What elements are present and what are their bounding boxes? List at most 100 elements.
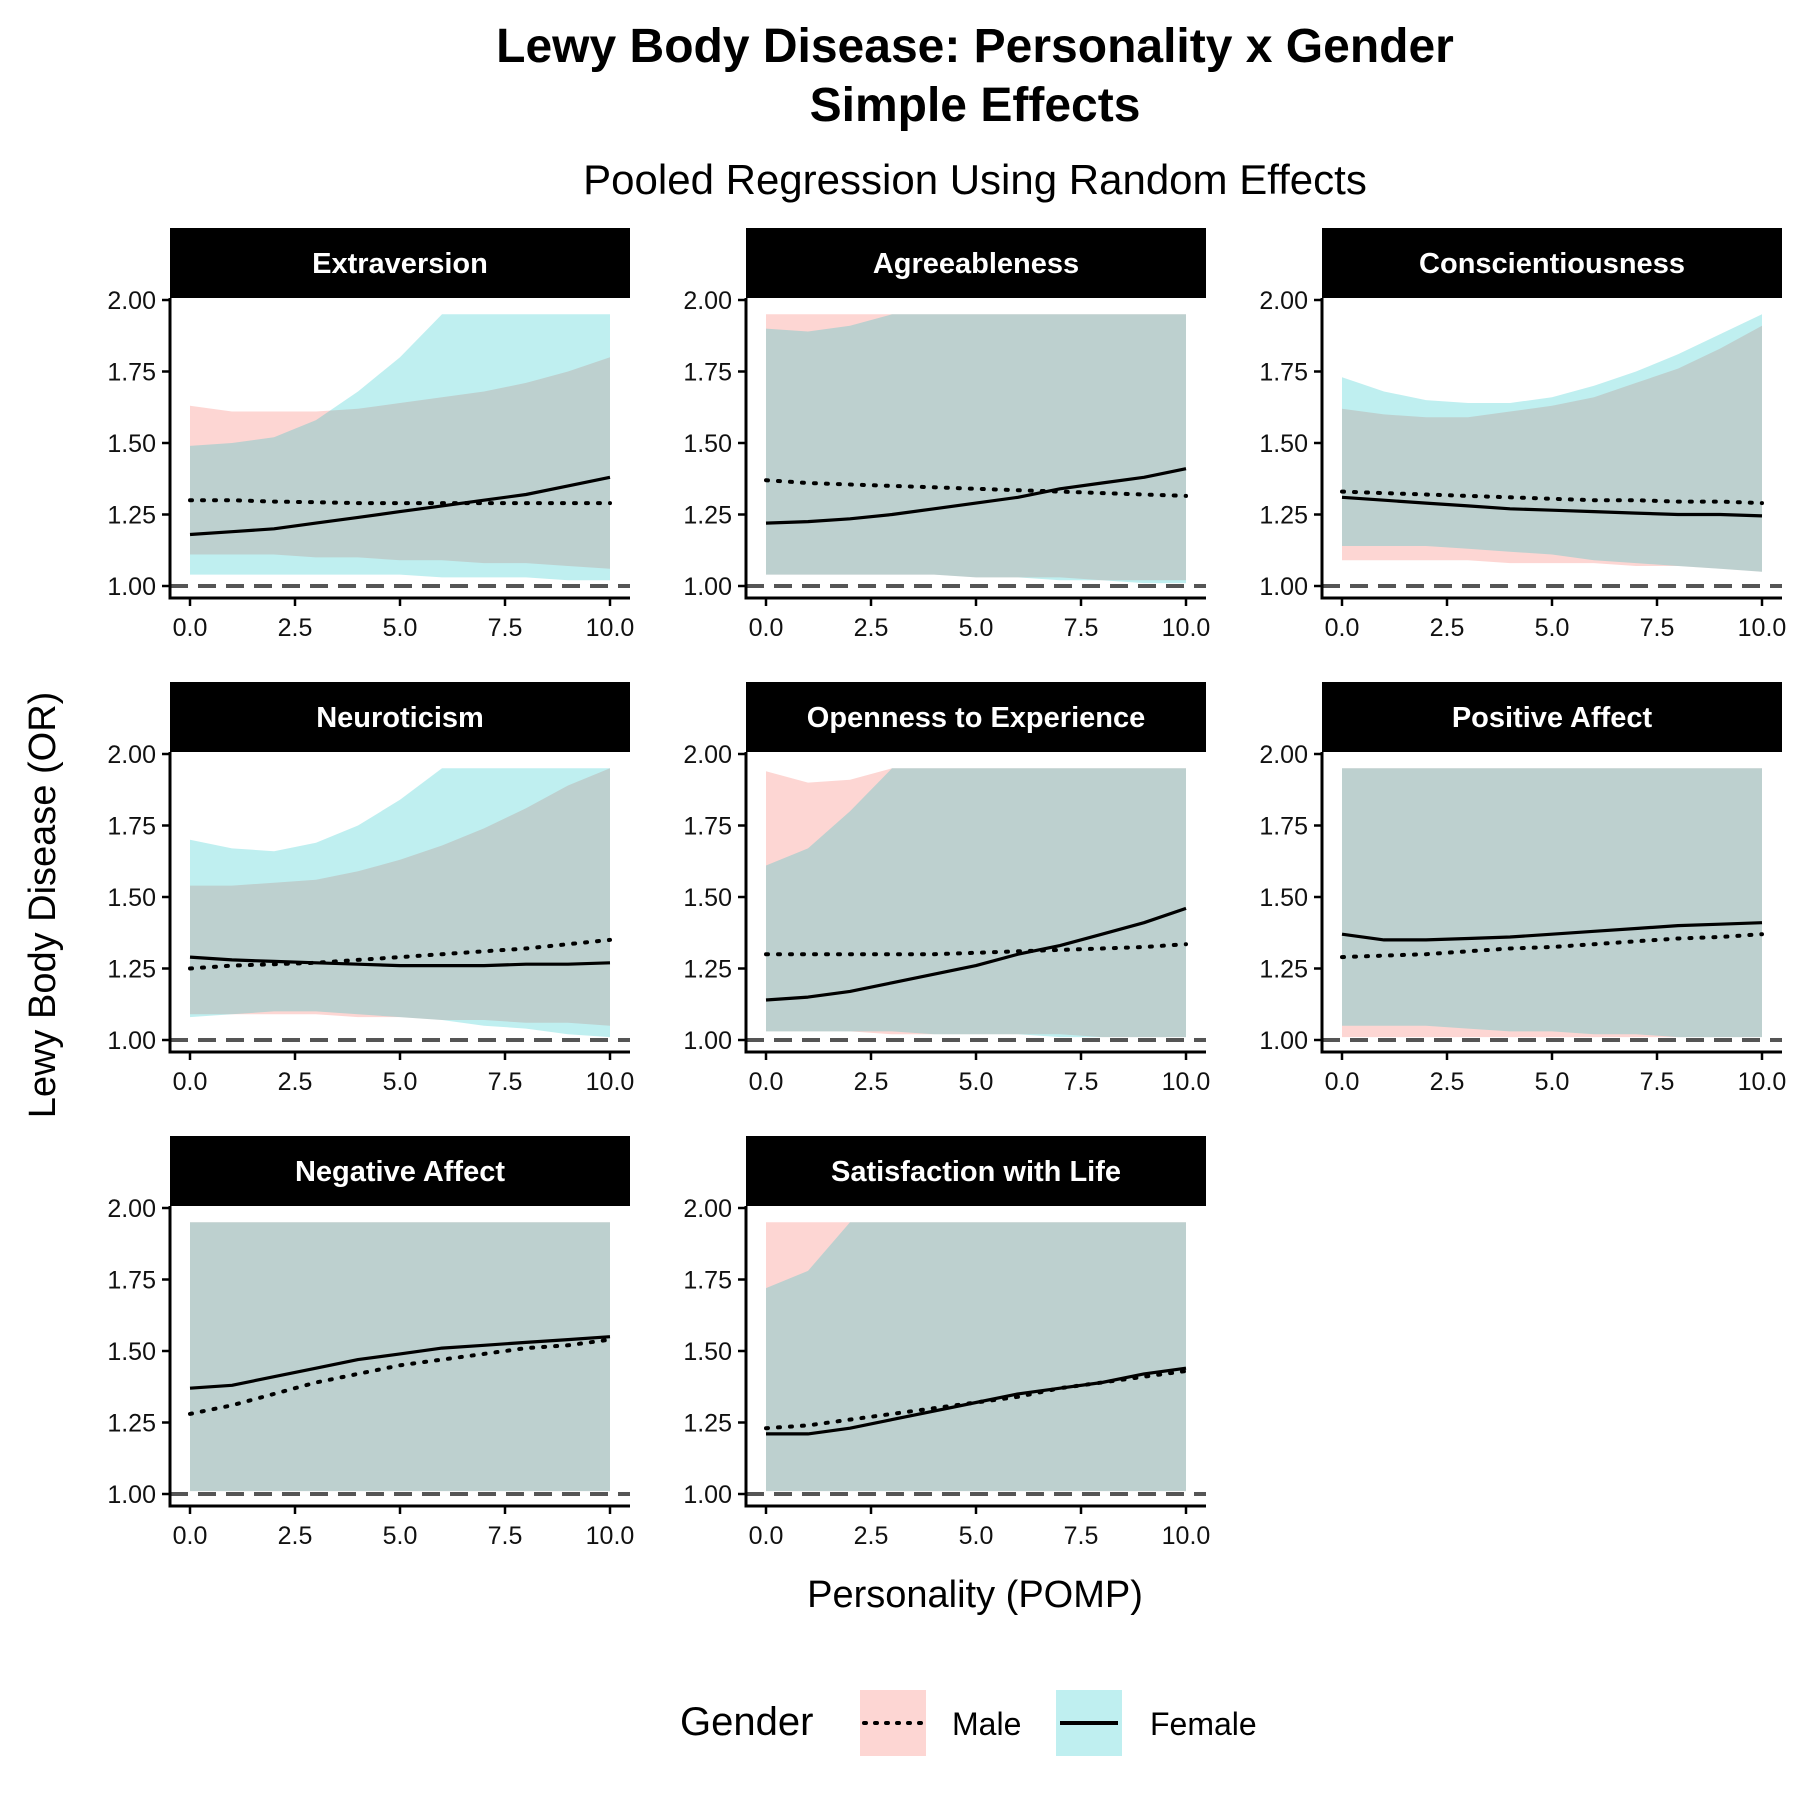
x-tick-label: 2.5 (1430, 614, 1465, 642)
x-tick-label: 5.0 (1535, 1068, 1570, 1096)
chart-title-line2: Simple Effects (810, 79, 1141, 132)
line-female (766, 1366, 1187, 1436)
line-female (189, 955, 611, 968)
x-tick-label: 0.0 (173, 614, 208, 642)
y-tick-label: 1.50 (683, 884, 732, 912)
panel-negative-affect: Negative Affect 1.00 1.25 1.50 1.75 2.00 0.0 2.… (107, 1136, 634, 1550)
x-tick-label: 5.0 (383, 1068, 418, 1096)
y-tick-label: 1.50 (107, 430, 156, 458)
x-tick-label: 7.5 (488, 614, 523, 642)
y-tick-label: 1.25 (107, 502, 156, 530)
ribbon-male (1342, 768, 1762, 1038)
y-tick-label: 1.75 (107, 359, 156, 387)
strip-neuroticism (170, 682, 630, 752)
x-tick-label: 10.0 (1738, 614, 1787, 642)
strip-label: Extraversion (312, 248, 488, 280)
x-tick-label: 10.0 (1162, 614, 1211, 642)
line-female (1341, 921, 1763, 942)
legend-label-female: Female (1150, 1706, 1257, 1742)
y-tick-label: 1.00 (1259, 1027, 1308, 1055)
x-tick-label: 7.5 (488, 1068, 523, 1096)
y-tick-label: 1.75 (683, 1267, 732, 1295)
line-male (188, 1337, 612, 1416)
strip-negative-affect (170, 1136, 630, 1206)
y-tick-label: 2.00 (1259, 287, 1308, 315)
x-tick-label: 10.0 (586, 1068, 635, 1096)
strip-agreeableness (746, 228, 1206, 298)
line-male (1340, 932, 1764, 960)
strip-label: Negative Affect (295, 1156, 505, 1188)
line-male (188, 498, 612, 506)
strip-label: Neuroticism (316, 702, 484, 734)
y-tick-label: 1.00 (1259, 573, 1308, 601)
legend-title: Gender (680, 1700, 813, 1744)
y-tick-label: 1.00 (107, 1027, 156, 1055)
x-tick-label: 2.5 (278, 614, 313, 642)
line-female (189, 1335, 611, 1390)
x-tick-label: 0.0 (173, 1522, 208, 1550)
x-tick-label: 10.0 (1738, 1068, 1787, 1096)
ribbon-female (1342, 768, 1762, 1038)
x-tick-label: 7.5 (1064, 614, 1099, 642)
strip-label: Conscientiousness (1419, 248, 1685, 280)
x-tick-label: 5.0 (383, 1522, 418, 1550)
chart-title: Lewy Body Disease: Personality x Gender (496, 20, 1454, 73)
strip-openness-to-experience (746, 682, 1206, 752)
panel-neuroticism: Neuroticism 1.00 1.25 1.50 1.75 2.00 0.0 2.5 5.0… (107, 682, 634, 1096)
ribbon-male (766, 314, 1186, 581)
x-tick-label: 5.0 (959, 614, 994, 642)
y-tick-label: 1.50 (1259, 884, 1308, 912)
x-tick-label: 7.5 (1064, 1068, 1099, 1096)
strip-satisfaction-with-life (746, 1136, 1206, 1206)
y-tick-label: 1.00 (107, 573, 156, 601)
strip-positive-affect (1322, 682, 1782, 752)
panel-agreeableness: Agreeableness 1.00 1.25 1.50 1.75 2.00 0.0 2.5 5… (683, 228, 1210, 642)
line-male (1340, 489, 1764, 506)
y-tick-label: 1.75 (1259, 359, 1308, 387)
x-tick-label: 2.5 (854, 1068, 889, 1096)
y-tick-label: 1.00 (683, 573, 732, 601)
legend: Gender Male Female (680, 1690, 1257, 1756)
y-tick-label: 2.00 (683, 287, 732, 315)
y-tick-label: 1.25 (1259, 502, 1308, 530)
ribbon-female (190, 314, 610, 581)
strip-label: Satisfaction with Life (831, 1156, 1121, 1188)
x-tick-label: 0.0 (749, 1522, 784, 1550)
x-tick-label: 5.0 (959, 1522, 994, 1550)
line-female (189, 475, 611, 537)
y-tick-label: 2.00 (1259, 741, 1308, 769)
y-tick-label: 1.25 (107, 1410, 156, 1438)
panel-satisfaction-with-life: Satisfaction with Life 1.00 1.25 1.50 1.75 2.… (683, 1136, 1210, 1550)
ribbon-female (1342, 314, 1762, 572)
line-male (188, 937, 612, 971)
x-tick-label: 5.0 (383, 614, 418, 642)
y-tick-label: 1.75 (107, 813, 156, 841)
y-tick-label: 1.50 (683, 430, 732, 458)
line-male (764, 942, 1188, 957)
strip-conscientiousness (1322, 228, 1782, 298)
x-tick-label: 7.5 (488, 1522, 523, 1550)
y-tick-label: 1.50 (1259, 430, 1308, 458)
ribbon-female (766, 768, 1186, 1038)
y-tick-label: 1.50 (107, 1338, 156, 1366)
strip-label: Positive Affect (1452, 702, 1653, 734)
ribbon-female (190, 768, 610, 1038)
y-tick-label: 1.75 (107, 1267, 156, 1295)
x-tick-label: 10.0 (1162, 1522, 1211, 1550)
x-tick-label: 7.5 (1064, 1522, 1099, 1550)
y-tick-label: 1.25 (1259, 956, 1308, 984)
line-female (1341, 495, 1763, 518)
strip-label: Openness to Experience (807, 702, 1145, 734)
y-tick-label: 1.00 (107, 1481, 156, 1509)
y-tick-label: 1.75 (683, 813, 732, 841)
chart-subtitle: Pooled Regression Using Random Effects (583, 156, 1367, 203)
x-tick-label: 2.5 (854, 614, 889, 642)
strip-extraversion (170, 228, 630, 298)
y-axis-title: Lewy Body Disease (OR) (22, 692, 64, 1119)
ribbon-female (766, 314, 1186, 584)
legend-key-male (860, 1690, 926, 1756)
y-tick-label: 1.75 (683, 359, 732, 387)
line-female (765, 467, 1187, 525)
y-tick-label: 1.00 (683, 1481, 732, 1509)
y-tick-label: 2.00 (107, 1195, 156, 1223)
